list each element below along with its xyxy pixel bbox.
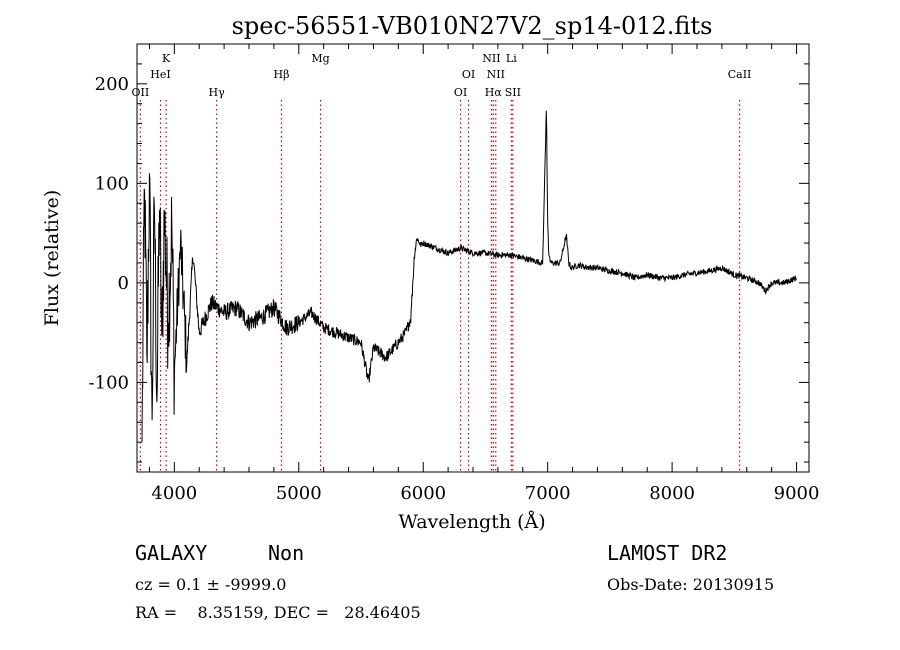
line-marker-label: NII bbox=[487, 68, 505, 81]
line-marker-label: HeI bbox=[150, 68, 170, 81]
line-markers: OII K HeI Hγ Hβ Mg OI OI NII NII Hα Li SII CaII bbox=[132, 52, 752, 472]
x-tick-label: 8000 bbox=[649, 483, 695, 504]
chart-title: spec-56551-VB010N27V2_sp14-012.fits bbox=[232, 12, 713, 40]
plot-frame bbox=[136, 43, 810, 473]
x-tick-label: 4000 bbox=[151, 483, 197, 504]
x-axis-label: Wavelength (Å) bbox=[398, 511, 545, 533]
line-marker-label: Hγ bbox=[209, 86, 226, 99]
line-marker-label: OI bbox=[462, 68, 475, 81]
obs-date: Obs-Date: 20130915 bbox=[607, 575, 774, 594]
x-tick-label: 5000 bbox=[276, 483, 322, 504]
line-marker-label: Hα bbox=[485, 86, 503, 99]
spectrum-line bbox=[141, 110, 797, 443]
line-marker-label: NII bbox=[482, 52, 500, 65]
line-marker-label: OI bbox=[454, 86, 467, 99]
line-marker-label: Mg bbox=[311, 52, 329, 65]
y-tick-label: 200 bbox=[95, 74, 129, 95]
line-marker-label: K bbox=[162, 52, 171, 65]
x-tick-label: 6000 bbox=[400, 483, 446, 504]
object-class: GALAXY bbox=[135, 541, 207, 565]
y-tick-label: 0 bbox=[118, 273, 129, 294]
line-marker-label: Hβ bbox=[274, 68, 290, 81]
line-marker-label: OII bbox=[132, 86, 150, 99]
plot-area: 4000 5000 6000 7000 8000 9000 -100 0 100 200 OII… bbox=[89, 43, 820, 504]
y-axis: -100 0 100 200 bbox=[89, 43, 809, 463]
coordinates: RA = 8.35159, DEC = 28.46405 bbox=[135, 603, 421, 622]
redshift-info: cz = 0.1 ± -9999.0 bbox=[135, 575, 286, 594]
x-tick-label: 7000 bbox=[525, 483, 571, 504]
line-marker-label: CaII bbox=[728, 68, 752, 81]
object-subclass: Non bbox=[268, 541, 304, 565]
line-marker-label: SII bbox=[505, 86, 521, 99]
survey-name: LAMOST DR2 bbox=[607, 541, 727, 565]
y-axis-label: Flux (relative) bbox=[41, 190, 63, 327]
y-tick-label: 100 bbox=[95, 173, 129, 194]
x-tick-label: 9000 bbox=[774, 483, 820, 504]
spectrum-series bbox=[141, 110, 797, 443]
line-marker-label: Li bbox=[506, 52, 517, 65]
x-axis: 4000 5000 6000 7000 8000 9000 bbox=[148, 44, 820, 504]
y-tick-label: -100 bbox=[89, 372, 129, 393]
